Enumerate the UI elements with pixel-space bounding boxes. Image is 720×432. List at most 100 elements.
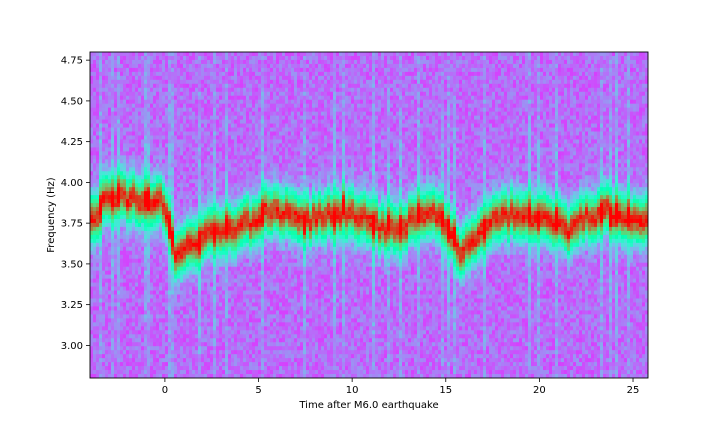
heatmap-cell: [102, 215, 106, 220]
heatmap-cell: [102, 163, 106, 168]
heatmap-cell: [207, 310, 211, 315]
heatmap-cell: [255, 290, 259, 295]
heatmap-cell: [123, 207, 127, 212]
heatmap-cell: [207, 218, 211, 224]
heatmap-cell: [207, 362, 211, 367]
heatmap-cell: [156, 294, 160, 299]
heatmap-cell: [168, 52, 172, 57]
heatmap-cell: [180, 83, 184, 89]
heatmap-cell: [153, 52, 157, 57]
heatmap-cell: [177, 366, 181, 371]
heatmap-cell: [174, 366, 178, 371]
heatmap-cell: [117, 187, 121, 192]
heatmap-cell: [219, 274, 223, 280]
heatmap-cell: [189, 187, 193, 192]
heatmap-cell: [270, 254, 274, 260]
heatmap-cell: [270, 75, 274, 81]
heatmap-cell: [168, 350, 172, 355]
heatmap-cell: [189, 71, 193, 77]
heatmap-cell: [96, 83, 100, 89]
heatmap-cell: [225, 346, 229, 351]
heatmap-cell: [213, 242, 217, 248]
heatmap-cell: [129, 127, 133, 132]
heatmap-cell: [165, 203, 169, 208]
heatmap-cell: [183, 187, 187, 192]
heatmap-cell: [222, 222, 226, 228]
heatmap-cell: [201, 250, 205, 256]
heatmap-cell: [183, 346, 187, 351]
heatmap-cell: [264, 191, 268, 196]
heatmap-cell: [258, 222, 262, 228]
heatmap-cell: [168, 199, 172, 204]
heatmap-cell: [168, 230, 172, 236]
heatmap-cell: [249, 362, 253, 367]
heatmap-cell: [216, 175, 220, 180]
heatmap-cell: [93, 147, 97, 152]
heatmap-cell: [243, 310, 247, 315]
heatmap-cell: [90, 83, 94, 89]
heatmap-cell: [138, 71, 142, 77]
heatmap-cell: [96, 127, 100, 132]
heatmap-cell: [156, 354, 160, 359]
heatmap-cell: [138, 286, 142, 291]
heatmap-cell: [93, 274, 97, 280]
heatmap-cell: [249, 322, 253, 327]
heatmap-cell: [180, 354, 184, 359]
heatmap-cell: [129, 238, 133, 244]
heatmap-cell: [114, 195, 118, 200]
heatmap-cell: [228, 310, 232, 315]
heatmap-cell: [186, 127, 190, 132]
heatmap-cell: [117, 258, 121, 264]
heatmap-cell: [123, 358, 127, 363]
heatmap-cell: [231, 366, 235, 371]
heatmap-cell: [186, 79, 190, 85]
heatmap-cell: [255, 195, 259, 200]
heatmap-cell: [168, 306, 172, 311]
heatmap-cell: [231, 306, 235, 311]
heatmap-cell: [153, 211, 157, 216]
heatmap-cell: [264, 183, 268, 188]
heatmap-cell: [99, 258, 103, 264]
heatmap-cell: [174, 83, 178, 89]
heatmap-cell: [177, 246, 181, 252]
heatmap-cell: [159, 342, 163, 347]
heatmap-cell: [192, 63, 196, 69]
heatmap-cell: [105, 322, 109, 327]
heatmap-cell: [195, 322, 199, 327]
heatmap-cell: [207, 242, 211, 248]
heatmap-cell: [138, 143, 142, 148]
heatmap-cell: [156, 334, 160, 339]
heatmap-cell: [144, 310, 148, 315]
heatmap-cell: [255, 179, 259, 184]
heatmap-cell: [234, 302, 238, 307]
heatmap-cell: [264, 254, 268, 260]
heatmap-cell: [264, 143, 268, 148]
heatmap-cell: [126, 254, 130, 260]
heatmap-cell: [216, 55, 220, 61]
heatmap-cell: [231, 282, 235, 287]
heatmap-cell: [213, 83, 217, 89]
heatmap-cell: [186, 155, 190, 160]
heatmap-cell: [108, 179, 112, 184]
heatmap-cell: [165, 230, 169, 236]
heatmap-cell: [117, 215, 121, 220]
heatmap-cell: [162, 203, 166, 208]
heatmap-cell: [264, 330, 268, 335]
heatmap-cell: [222, 107, 226, 113]
heatmap-cell: [96, 111, 100, 117]
heatmap-cell: [219, 326, 223, 331]
heatmap-cell: [198, 163, 202, 168]
heatmap-cell: [138, 119, 142, 124]
heatmap-cell: [210, 294, 214, 299]
heatmap-cell: [267, 330, 271, 335]
heatmap-cell: [132, 314, 136, 319]
heatmap-cell: [270, 310, 274, 315]
heatmap-cell: [213, 326, 217, 331]
heatmap-cell: [120, 314, 124, 319]
heatmap-cell: [171, 258, 175, 264]
heatmap-cell: [243, 135, 247, 140]
heatmap-cell: [141, 127, 145, 132]
heatmap-cell: [270, 234, 274, 240]
heatmap-cell: [186, 211, 190, 216]
heatmap-cell: [114, 183, 118, 188]
